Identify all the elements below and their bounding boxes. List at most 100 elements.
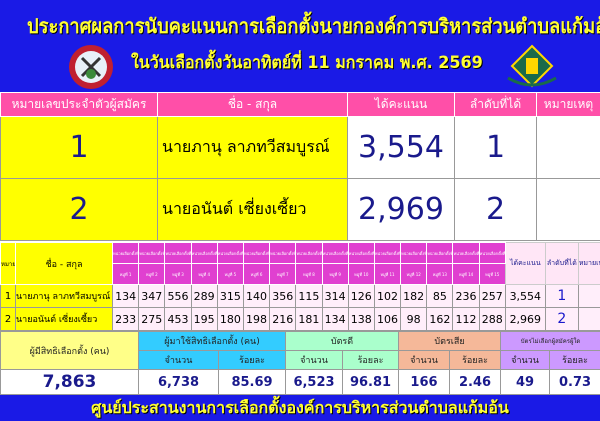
- unit-votes: 106: [373, 307, 402, 331]
- table-row: 2 นายอนันต์ เซี่ยงเซี้ยว 2,969 2: [0, 178, 600, 241]
- unit-votes: 257: [478, 284, 506, 308]
- no-vote-count: 49: [500, 369, 551, 395]
- village-header: หมู่ที่ 5: [216, 263, 244, 285]
- unit-votes: 85: [426, 284, 454, 308]
- percent-label: ร้อยละ: [218, 350, 286, 370]
- eligible-count: 7,863: [0, 369, 139, 395]
- turnout-percent: 85.69: [218, 369, 286, 395]
- page-subtitle-wrap: ในวันเลือกตั้งวันอาทิตย์ที่ 11 มกราคม พ.…: [120, 50, 483, 76]
- unit-votes: 134: [111, 284, 140, 308]
- note: [577, 307, 600, 331]
- village-header: หมู่ที่ 1: [111, 263, 140, 285]
- village-header: หมู่ที่ 8: [295, 263, 323, 285]
- unit-votes: 347: [138, 284, 166, 308]
- unit-header: หน่วยเลือกตั้งที่ 6: [242, 242, 271, 264]
- unit-header: หน่วยเลือกตั้งที่ 5: [216, 242, 244, 264]
- village-header: หมู่ที่ 9: [321, 263, 349, 285]
- rank: 2: [544, 307, 579, 331]
- rank: 1: [544, 284, 579, 308]
- unit-header: หน่วยเลือกตั้งที่ 12: [400, 242, 428, 264]
- page-title: ประกาศผลการนับคะแนนการเลือกตั้งนายกองค์ก…: [26, 14, 600, 38]
- footer-banner: ศูนย์ประสานงานการเลือกตั้งองค์การบริหารส…: [0, 395, 600, 421]
- village-header: หมู่ที่ 11: [373, 263, 402, 285]
- percent-label: ร้อยละ: [342, 350, 399, 370]
- unit-header: หน่วยเลือกตั้งที่ 9: [321, 242, 349, 264]
- candidate-rank: 2: [454, 178, 537, 241]
- village-header: หมู่ที่ 14: [452, 263, 480, 285]
- count-label: จำนวน: [500, 350, 551, 370]
- unit-header: หน่วยเลือกตั้งที่ 2: [138, 242, 166, 264]
- unit-votes: 275: [138, 307, 166, 331]
- page-subtitle: ในวันเลือกตั้งวันอาทิตย์ที่ 11 มกราคม พ.…: [130, 53, 483, 73]
- unit-header: หน่วยเลือกตั้งที่ 14: [452, 242, 480, 264]
- village-header: หมู่ที่ 10: [347, 263, 375, 285]
- candidate-name: นายอนันต์ เซี่ยงเซี้ยว: [157, 178, 348, 241]
- village-header: หมู่ที่ 15: [478, 263, 506, 285]
- village-header: หมู่ที่ 4: [190, 263, 218, 285]
- unit-votes: 216: [269, 307, 297, 331]
- good-count: 6,523: [285, 369, 343, 395]
- unit-votes: 314: [321, 284, 349, 308]
- detail-total-header: ได้คะแนน: [504, 242, 546, 285]
- candidate-votes: 2,969: [347, 178, 455, 241]
- detail-rank-header: ลำดับที่ได้: [544, 242, 579, 285]
- percent-label: ร้อยละ: [549, 350, 600, 370]
- unit-votes: 236: [452, 284, 480, 308]
- candidate-note: [536, 178, 600, 241]
- unit-votes: 198: [242, 307, 271, 331]
- bad-ballots-label: บัตรเสีย: [397, 331, 502, 351]
- candidate-number: 1: [0, 116, 158, 179]
- unit-votes: 112: [452, 307, 480, 331]
- table-row: 1 นายภานุ ลาภทวีสมบูรณ์ 134 347 556 289 315 140…: [0, 284, 600, 308]
- unit-header: หน่วยเลือกตั้งที่ 15: [478, 242, 506, 264]
- unit-votes: 356: [269, 284, 297, 308]
- eligible-label: ผู้มีสิทธิเลือกตั้ง (คน): [0, 331, 139, 370]
- village-header: หมู่ที่ 12: [400, 263, 428, 285]
- unit-votes: 453: [164, 307, 192, 331]
- unit-header: หน่วยเลือกตั้งที่ 13: [426, 242, 454, 264]
- header-candidate-number: หมายเลขประจำตัวผู้สมัคร: [0, 92, 158, 117]
- village-header: หมู่ที่ 3: [164, 263, 192, 285]
- turnout-count: 6,738: [138, 369, 219, 395]
- unit-votes: 315: [216, 284, 244, 308]
- table-row: 1 นายภานุ ลาภทวีสมบูรณ์ 3,554 1: [0, 116, 600, 179]
- total-votes: 2,969: [504, 307, 546, 331]
- unit-header: หน่วยเลือกตั้งที่ 7: [269, 242, 297, 264]
- unit-votes: 182: [400, 284, 428, 308]
- header-name: ชื่อ - สกุล: [157, 92, 348, 117]
- village-header: หมู่ที่ 13: [426, 263, 454, 285]
- unit-votes: 180: [216, 307, 244, 331]
- page-title-wrap: ประกาศผลการนับคะแนนการเลือกตั้งนายกองค์ก…: [0, 12, 600, 40]
- candidate-name: นายอนันต์ เซี่ยงเซี้ยว: [15, 307, 113, 331]
- unit-header: หน่วยเลือกตั้งที่ 1: [111, 242, 140, 264]
- unit-header: หน่วยเลือกตั้งที่ 11: [373, 242, 402, 264]
- percent-label: ร้อยละ: [448, 350, 502, 370]
- unit-votes: 102: [373, 284, 402, 308]
- turnout-label: ผู้มาใช้สิทธิเลือกตั้ง (คน): [138, 331, 286, 351]
- footer-text: ศูนย์ประสานงานการเลือกตั้งองค์การบริหารส…: [91, 398, 509, 417]
- unit-votes: 288: [478, 307, 506, 331]
- results-table: หมายเลขประจำตัวผู้สมัคร ชื่อ - สกุล ได้ค…: [0, 92, 600, 241]
- unit-votes: 181: [295, 307, 323, 331]
- unit-votes: 195: [190, 307, 218, 331]
- candidate-name: นายภานุ ลาภทวีสมบูรณ์: [15, 284, 113, 308]
- unit-votes: 98: [400, 307, 428, 331]
- table-row: 2 นายอนันต์ เซี่ยงเซี้ยว 233 275 453 195 180 19…: [0, 307, 600, 331]
- unit-votes: 556: [164, 284, 192, 308]
- unit-detail-table: หมายเลข ชื่อ - สกุล หน่วยเลือกตั้งที่ 1ห…: [0, 242, 600, 331]
- unit-header: หน่วยเลือกตั้งที่ 3: [164, 242, 192, 264]
- unit-votes: 162: [426, 307, 454, 331]
- unit-votes: 138: [347, 307, 375, 331]
- unit-votes: 233: [111, 307, 140, 331]
- good-ballots-label: บัตรดี: [285, 331, 399, 351]
- village-header: หมู่ที่ 7: [269, 263, 297, 285]
- unit-votes: 289: [190, 284, 218, 308]
- header-rank: ลำดับที่ได้: [454, 92, 537, 117]
- candidate-name: นายภานุ ลาภทวีสมบูรณ์: [157, 116, 348, 179]
- right-emblem-icon: [507, 44, 557, 88]
- no-vote-label: บัตรไม่เลือกผู้สมัครผู้ใด: [500, 331, 600, 351]
- unit-votes: 115: [295, 284, 323, 308]
- summary-table: ผู้มีสิทธิเลือกตั้ง (คน) ผู้มาใช้สิทธิเล…: [0, 331, 600, 395]
- header-votes: ได้คะแนน: [347, 92, 455, 117]
- bad-count: 166: [398, 369, 450, 395]
